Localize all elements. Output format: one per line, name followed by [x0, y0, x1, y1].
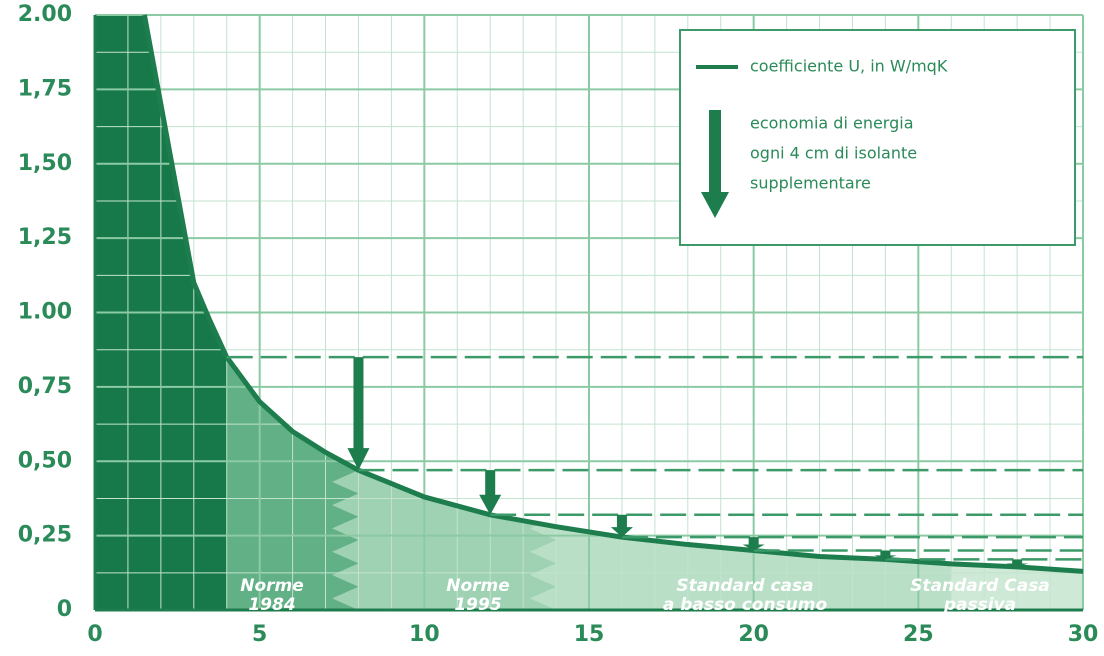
legend-label: ogni 4 cm di isolante — [750, 144, 917, 163]
x-tick-label: 15 — [574, 622, 605, 647]
x-tick-label: 20 — [738, 622, 769, 647]
zone-label: 1995 — [454, 595, 501, 615]
x-tick-label: 25 — [903, 622, 934, 647]
y-tick-label: 1,50 — [18, 151, 72, 176]
y-tick-label: 1.00 — [18, 300, 72, 325]
x-tick-label: 5 — [252, 622, 267, 647]
u-curve — [141, 14, 1084, 574]
x-tick-label: 0 — [87, 622, 102, 647]
saving-arrow — [874, 550, 897, 560]
y-tick-label: 0,25 — [18, 523, 72, 548]
zone-label: Norme — [446, 576, 510, 596]
saving-arrow — [742, 537, 765, 551]
zone-label: Standard Casa — [910, 576, 1050, 596]
y-tick-label: 0,50 — [18, 448, 72, 473]
legend-box — [679, 29, 1076, 246]
y-tick-label: 1,25 — [18, 225, 72, 250]
zone-label: Standard casa — [676, 576, 813, 596]
zone-edge — [332, 470, 359, 610]
zone-label: Norme — [240, 576, 304, 596]
y-tick-label: 0 — [57, 597, 72, 622]
x-tick-label: 30 — [1068, 622, 1099, 647]
zone-label: a basso consumo — [663, 595, 828, 615]
legend-label: economia di energia — [750, 114, 914, 133]
saving-arrow — [1006, 559, 1029, 567]
saving-arrow — [347, 357, 370, 471]
zone-label: 1984 — [248, 595, 295, 615]
legend-label: supplementare — [750, 174, 871, 193]
saving-arrow — [610, 514, 633, 538]
x-tick-label: 10 — [409, 622, 440, 647]
y-tick-label: 2.00 — [18, 2, 72, 27]
legend-label: coefficiente U, in W/mqK — [750, 57, 948, 76]
legend-arrow — [701, 110, 729, 218]
zone-label: passiva — [943, 595, 1016, 615]
saving-arrow — [479, 470, 502, 515]
y-tick-label: 0,75 — [18, 374, 72, 399]
y-tick-label: 1,75 — [18, 76, 72, 101]
